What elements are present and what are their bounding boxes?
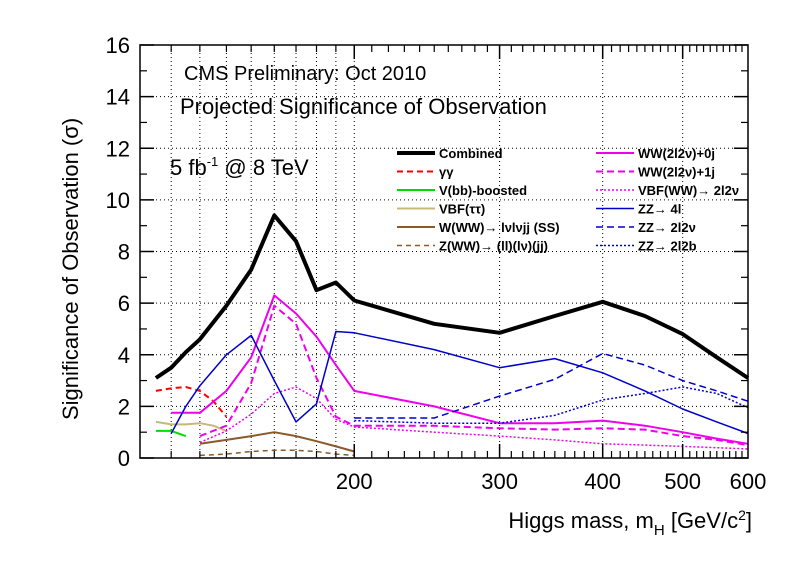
- series-line-2: [155, 429, 187, 438]
- chart-title: Projected Significance of Observation: [180, 94, 547, 119]
- legend-label-5: Z(WW)→ (ll)(lν)(jj): [439, 239, 548, 254]
- series-line-7: [199, 304, 749, 447]
- series-line-0: [154, 213, 750, 380]
- chart-subtitle: CMS Preliminary: Oct 2010: [184, 63, 426, 85]
- x-axis-label-main: Higgs mass, m: [508, 508, 653, 533]
- series-line-1: [155, 386, 228, 418]
- x-axis-label-unit-close: ]: [746, 508, 752, 533]
- series-line-6: [171, 294, 749, 445]
- legend-label-0: Combined: [439, 146, 503, 161]
- y-tick-label: 6: [118, 291, 130, 316]
- legend-label-10: ZZ→ 2l2ν: [638, 220, 696, 235]
- series-line-10: [354, 352, 749, 419]
- legend-label-9: ZZ→ 4l: [638, 202, 681, 217]
- luminosity-main: 5 fb: [170, 155, 207, 180]
- y-tick-label: 10: [106, 188, 130, 213]
- y-tick-label: 14: [106, 85, 130, 110]
- y-tick-label: 0: [118, 446, 130, 471]
- series-lines: [154, 213, 750, 457]
- x-tick-label: 600: [730, 469, 767, 494]
- luminosity-annotation: 5 fb-1 @ 8 TeV: [170, 154, 309, 180]
- legend-label-11: ZZ→ 2l2b: [638, 239, 697, 254]
- y-tick-label: 12: [106, 136, 130, 161]
- x-axis-label-sub: H: [654, 522, 665, 539]
- luminosity-rest: @ 8 TeV: [218, 155, 309, 180]
- y-tick-label: 8: [118, 240, 130, 265]
- legend-label-3: VBF(ττ): [439, 202, 485, 217]
- series-line-9: [170, 330, 749, 435]
- series-line-5: [199, 449, 355, 457]
- y-tick-label: 4: [118, 343, 130, 368]
- y-tick-label: 16: [106, 33, 130, 58]
- axis-ticks: 0 2 4 6 8 10 12 14 16 200 300 400 500 600: [106, 33, 767, 494]
- x-tick-label: 200: [336, 469, 373, 494]
- series-line-4: [199, 431, 355, 453]
- legend-label-2: V(bb)-boosted: [439, 183, 527, 198]
- legend-label-6: WW(2l2ν)+0j: [638, 146, 715, 161]
- legend-label-8: VBF(WW)→ 2l2ν: [638, 183, 739, 198]
- x-tick-label: 300: [481, 469, 518, 494]
- luminosity-sup: -1: [207, 154, 219, 169]
- y-axis-label: Significance of Observation (σ): [58, 118, 83, 420]
- series-line-3: [155, 420, 227, 432]
- x-tick-label: 400: [584, 469, 621, 494]
- y-tick-label: 2: [118, 394, 130, 419]
- legend-label-4: W(WW)→ lνlνjj (SS): [439, 220, 560, 235]
- x-axis-label-unit-sup: 2: [738, 507, 746, 523]
- x-tick-label: 500: [664, 469, 701, 494]
- legend: Combined γγ V(bb)-boosted VBF(ττ) W(WW)→ lνl…: [397, 146, 739, 254]
- legend-label-1: γγ: [439, 165, 454, 180]
- series-line-8: [199, 386, 749, 450]
- legend-label-7: WW(2l2ν)+1j: [638, 165, 715, 180]
- series-line-11: [354, 386, 749, 424]
- x-axis-label: Higgs mass, mH [GeV/c2]: [508, 507, 752, 539]
- x-axis-label-unit-open: [GeV/c: [665, 508, 738, 533]
